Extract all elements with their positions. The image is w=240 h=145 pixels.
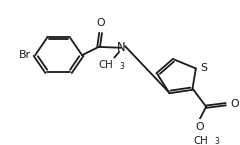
Text: 3: 3 xyxy=(119,62,124,71)
Text: N: N xyxy=(117,41,126,54)
Text: O: O xyxy=(231,99,239,109)
Text: 3: 3 xyxy=(214,137,219,145)
Text: O: O xyxy=(96,18,105,28)
Text: S: S xyxy=(201,63,208,73)
Text: CH: CH xyxy=(99,60,113,70)
Text: Br: Br xyxy=(19,50,31,60)
Text: CH: CH xyxy=(193,136,208,145)
Text: O: O xyxy=(195,122,204,132)
